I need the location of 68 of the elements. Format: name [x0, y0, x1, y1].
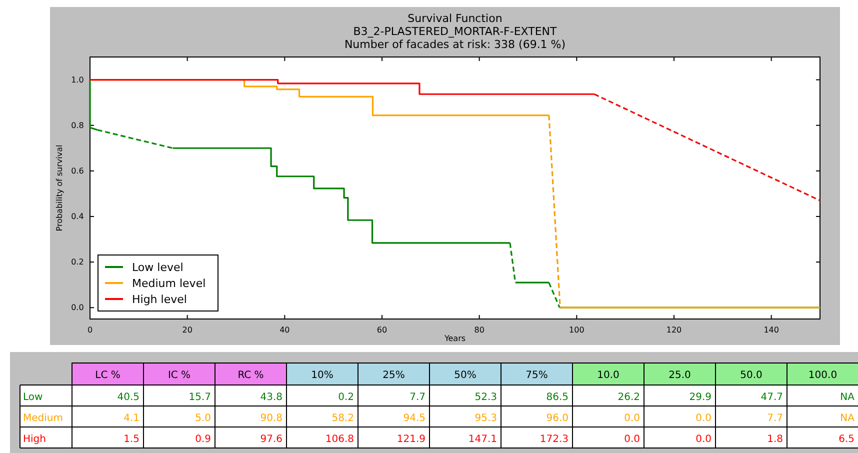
x-tick-label: 80	[474, 325, 484, 334]
y-tick-label: 0.4	[71, 212, 84, 222]
category-label: 10%	[311, 370, 334, 381]
x-tick-label: 0	[87, 325, 93, 334]
data-label: 0.0	[624, 413, 640, 424]
data-label: 95.3	[474, 413, 497, 424]
data-label: 40.5	[117, 392, 140, 403]
data-label: 1.5	[124, 434, 140, 445]
data-label: 26.2	[618, 392, 640, 403]
y-tick-label: 1.0	[71, 75, 84, 84]
category-label: 100.0	[808, 370, 838, 381]
x-axis-title: Years	[443, 334, 466, 343]
data-label: 147.1	[468, 434, 497, 445]
legend-label: High level	[132, 293, 187, 306]
category-label: IC %	[168, 370, 191, 381]
data-label: 172.3	[540, 434, 568, 445]
data-label: 43.8	[260, 392, 282, 403]
x-tick-label: 40	[280, 325, 290, 334]
data-label: 47.7	[760, 392, 783, 403]
data-label: 86.5	[546, 392, 568, 403]
data-label: 0.0	[696, 434, 712, 445]
data-label: 15.7	[188, 392, 211, 403]
data-label: NA	[840, 413, 855, 424]
x-tick-label: 60	[376, 325, 388, 334]
data-label: NA	[840, 392, 855, 403]
y-tick-label: 0.8	[71, 120, 84, 130]
category-label: 50.0	[740, 370, 762, 381]
x-tick-label: 100	[569, 325, 584, 334]
x-tick-label: 140	[764, 325, 779, 334]
category-label: RC %	[238, 370, 264, 381]
data-label: 52.3	[474, 392, 497, 403]
data-label: 0.2	[338, 392, 354, 403]
legend-label: Medium level	[132, 277, 206, 290]
data-label: 106.8	[325, 434, 354, 445]
legend-label: High	[23, 434, 46, 445]
category-label: 10.0	[597, 370, 620, 381]
chart-subtitle: B3_2-PLASTERED_MORTAR-F-EXTENT Number of facades at risk: 338 (69.1 %)	[344, 25, 566, 51]
data-label: 96.0	[546, 413, 568, 424]
y-axis-title: Probability of survival	[55, 144, 64, 232]
data-label: 0.9	[195, 434, 211, 445]
category-label: 75%	[526, 370, 548, 381]
data-label: 90.8	[260, 413, 282, 424]
category-label: 25%	[382, 370, 405, 381]
data-label: 1.8	[767, 434, 783, 445]
legend-label: Medium	[23, 413, 63, 424]
y-tick-label: 0.0	[71, 303, 84, 312]
legend-label: Low level	[132, 261, 184, 274]
data-label: 5.0	[195, 413, 211, 424]
data-label: 7.7	[767, 413, 783, 424]
data-label: 97.6	[260, 434, 282, 445]
x-tick-label: 20	[182, 325, 192, 334]
data-label: 94.5	[403, 413, 426, 424]
category-label: 50%	[454, 370, 476, 381]
data-label: 29.9	[689, 392, 712, 403]
data-label: 6.5	[838, 434, 854, 445]
data-label: 0.0	[624, 434, 640, 445]
data-label: 0.0	[696, 413, 712, 424]
data-label: 58.2	[332, 413, 354, 424]
category-label: 25.0	[668, 370, 691, 381]
data-label: 121.9	[396, 434, 426, 445]
chart-title: Survival Function	[408, 12, 502, 25]
data-label: 7.7	[410, 392, 426, 403]
y-tick-label: 0.6	[71, 166, 84, 176]
data-label: 4.1	[124, 413, 140, 424]
category-label: LC %	[95, 370, 120, 381]
x-tick-label: 120	[666, 325, 682, 334]
y-tick-label: 0.2	[71, 258, 84, 267]
legend-label: Low	[23, 392, 43, 403]
